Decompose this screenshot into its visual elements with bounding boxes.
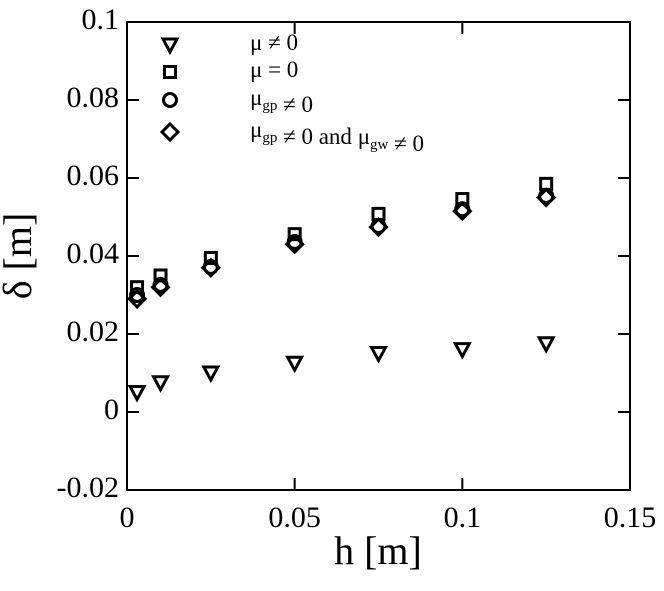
x-tick-label: 0.15	[604, 501, 657, 534]
legend-marker	[163, 65, 177, 79]
data-point	[150, 277, 171, 298]
y-tick-label: 0.08	[67, 81, 120, 114]
data-point	[368, 217, 389, 238]
data-point	[126, 288, 148, 310]
data-point	[203, 250, 218, 265]
data-point	[452, 342, 472, 360]
legend-marker	[160, 37, 180, 56]
data-point	[536, 187, 557, 208]
data-point	[284, 234, 305, 255]
data-point	[201, 365, 221, 384]
data-point	[287, 227, 302, 242]
data-point	[368, 346, 389, 364]
y-axis-label: δ [m]	[0, 213, 40, 300]
data-point	[127, 385, 147, 403]
x-tick-label: 0.1	[444, 501, 482, 534]
y-tick-label: 0.06	[67, 159, 120, 192]
y-tick-label: 0.02	[67, 315, 120, 348]
legend-marker	[162, 92, 178, 108]
y-tick-label: 0.1	[82, 3, 120, 36]
x-tick-label: 0.05	[268, 501, 321, 534]
x-tick-label: 0	[120, 501, 135, 534]
plot-frame	[126, 21, 631, 491]
data-point	[129, 287, 146, 303]
y-tick-label: 0	[104, 393, 119, 426]
data-point	[200, 257, 221, 278]
data-point	[452, 201, 473, 222]
data-point	[151, 375, 171, 393]
legend-label: μgp ≠ 0 and μgw ≠ 0	[250, 117, 424, 156]
legend-label: μ = 0	[250, 57, 298, 82]
data-point	[285, 355, 305, 374]
legend-label: μgp ≠ 0	[250, 85, 313, 117]
y-tick-label: 0.04	[67, 237, 120, 270]
x-axis-label: h [m]	[334, 528, 422, 573]
y-tick-label: -0.02	[57, 471, 120, 504]
legend-marker	[159, 121, 181, 143]
legend-label: μ ≠ 0	[250, 30, 298, 55]
data-point	[536, 336, 556, 354]
